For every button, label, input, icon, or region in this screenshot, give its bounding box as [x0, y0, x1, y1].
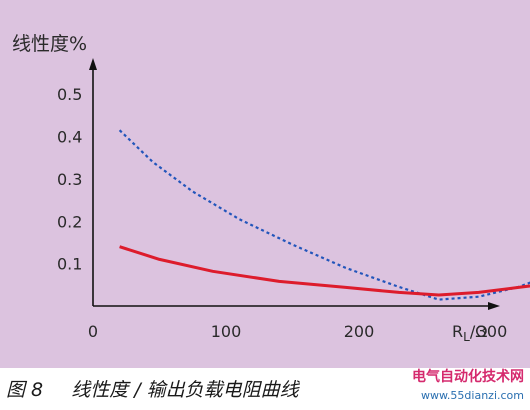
x-axis-label: RL/Ω	[452, 322, 487, 344]
watermark-site-name: 电气自动化技术网	[412, 369, 524, 385]
y-tick-label: 0.1	[57, 255, 82, 274]
figure-number: 图 8	[6, 379, 44, 401]
figure-caption-text: 线性度 / 输出负载电阻曲线	[71, 379, 299, 401]
watermark: 电气自动化技术网 www.55dianzi.com	[412, 366, 524, 402]
y-axis-arrow	[89, 58, 97, 70]
series-line-solid	[119, 245, 530, 297]
y-tick-label: 0.5	[57, 85, 82, 104]
figure-caption: 图 8 线性度 / 输出负载电阻曲线	[6, 375, 299, 402]
y-tick-label: 0.2	[57, 212, 82, 231]
x-tick-label: 300	[477, 322, 508, 341]
watermark-url: www.55dianzi.com	[420, 389, 524, 402]
series-line-dashed	[118, 129, 530, 301]
y-tick-label: 0.3	[57, 170, 82, 189]
y-tick-label: 0.4	[57, 128, 82, 147]
x-tick-label: 200	[344, 322, 375, 341]
y-axis-label: 线性度%	[12, 33, 87, 55]
x-tick-label: 100	[211, 322, 242, 341]
x-axis-arrow	[488, 302, 500, 310]
chart: 线性度%0.10.20.30.40.50100200300400500RL/Ω	[12, 33, 530, 344]
x-tick-label: 0	[88, 322, 98, 341]
